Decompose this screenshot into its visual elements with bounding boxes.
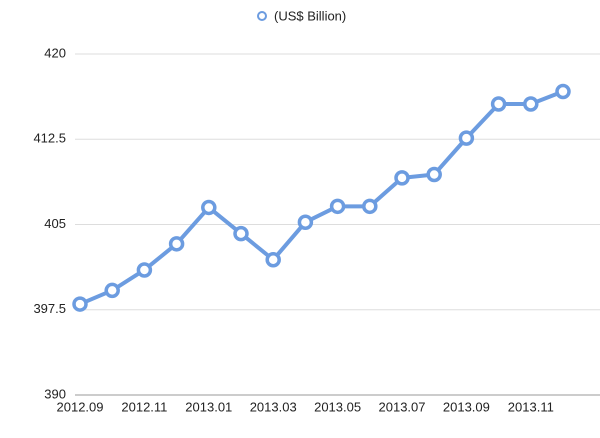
- x-tick-label: 2013.01: [185, 399, 232, 414]
- x-tick-label: 2013.07: [379, 399, 426, 414]
- data-point: [555, 83, 571, 100]
- x-tick-label: 2013.05: [314, 399, 361, 414]
- data-point: [201, 199, 217, 216]
- data-point: [458, 130, 475, 146]
- x-tick-label: 2012.11: [121, 399, 167, 414]
- data-point: [136, 262, 153, 278]
- x-tick-label: 2013.11: [508, 399, 554, 414]
- data-point: [233, 225, 249, 242]
- y-tick-label: 390: [44, 386, 66, 401]
- data-point: [490, 96, 507, 112]
- x-tick-label: 2013.09: [443, 399, 490, 414]
- y-tick-label: 397.5: [33, 301, 66, 316]
- legend-label: (US$ Billion): [274, 8, 346, 23]
- data-point: [426, 166, 442, 183]
- data-point: [104, 282, 120, 299]
- legend-marker: [257, 11, 267, 21]
- x-tick-label: 2013.03: [250, 399, 297, 414]
- data-point: [297, 214, 314, 230]
- data-point: [362, 198, 378, 215]
- data-point: [329, 198, 346, 215]
- y-tick-label: 412.5: [33, 131, 66, 146]
- data-point: [394, 170, 410, 186]
- y-tick-label: 420: [44, 45, 66, 60]
- data-point: [72, 296, 88, 312]
- y-tick-label: 405: [44, 216, 66, 231]
- data-point: [168, 236, 185, 252]
- data-point: [265, 251, 281, 268]
- data-point: [523, 96, 539, 112]
- series-line: [79, 89, 564, 306]
- x-tick-label: 2012.09: [57, 399, 104, 414]
